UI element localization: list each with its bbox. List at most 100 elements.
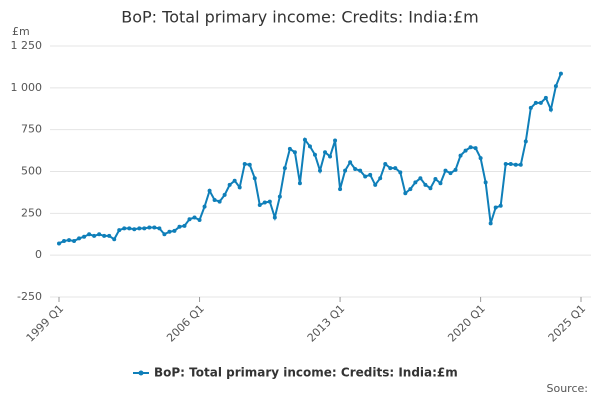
point [267, 199, 272, 204]
point [62, 238, 67, 243]
legend-marker [138, 370, 144, 376]
point [383, 161, 388, 166]
point [513, 162, 518, 167]
point [187, 217, 192, 222]
point [373, 182, 378, 187]
point [202, 204, 207, 209]
point [523, 139, 528, 144]
point [122, 226, 127, 231]
point [162, 232, 167, 237]
point [182, 223, 187, 228]
point [538, 100, 543, 105]
y-tick-label: 0 [35, 248, 42, 261]
x-tick-label: 2025 Q1 [546, 302, 589, 345]
point [217, 199, 222, 204]
point [378, 176, 383, 181]
chart-title: BoP: Total primary income: Credits: Indi… [121, 8, 478, 27]
point [448, 171, 453, 176]
point [453, 167, 458, 172]
point [368, 172, 373, 177]
point [333, 138, 338, 143]
point [413, 180, 418, 185]
point [398, 170, 403, 175]
point [498, 203, 503, 208]
point [277, 194, 282, 199]
point [438, 181, 443, 186]
point [82, 234, 87, 239]
point [87, 232, 92, 237]
point [252, 176, 257, 181]
y-tick-label: 500 [21, 165, 42, 178]
point [247, 162, 252, 167]
y-tick-label: 250 [21, 206, 42, 219]
point [393, 166, 398, 171]
point [338, 187, 343, 192]
legend-label: BoP: Total primary income: Credits: Indi… [154, 366, 458, 380]
point [117, 228, 122, 233]
point [222, 192, 227, 197]
point [292, 150, 297, 155]
point [102, 233, 107, 238]
point [443, 168, 448, 173]
point [192, 215, 197, 220]
point [297, 181, 302, 186]
point [272, 215, 277, 220]
point [157, 226, 162, 231]
point [493, 205, 498, 210]
point [92, 233, 97, 238]
source: Source: [547, 382, 589, 395]
point [458, 153, 463, 158]
point [518, 162, 523, 167]
point [237, 185, 242, 190]
point [543, 95, 548, 100]
point [408, 187, 413, 192]
point [528, 105, 533, 110]
point [227, 182, 232, 187]
point [207, 188, 212, 193]
point [57, 241, 61, 246]
point [468, 145, 473, 150]
point [388, 166, 393, 171]
point [137, 226, 142, 231]
x-tick-label: 1999 Q1 [24, 302, 67, 345]
series-line [58, 73, 562, 245]
point [242, 161, 247, 166]
point [97, 232, 102, 237]
point [112, 237, 117, 242]
point [287, 146, 292, 151]
point [67, 238, 72, 243]
point [483, 180, 488, 185]
point [353, 166, 358, 171]
point [463, 148, 468, 153]
y-tick-label: 1 000 [11, 81, 43, 94]
point [172, 228, 177, 233]
point [358, 168, 363, 173]
x-tick-label: 2013 Q1 [305, 302, 348, 345]
point [257, 202, 262, 207]
point [418, 176, 423, 181]
point [343, 168, 348, 173]
point [328, 154, 333, 159]
y-tick-label: -250 [17, 290, 42, 303]
point [473, 146, 478, 151]
point [433, 177, 438, 182]
point [307, 144, 312, 149]
point [262, 200, 267, 205]
point [533, 100, 538, 105]
point [127, 226, 132, 231]
point [553, 84, 558, 89]
point [558, 71, 563, 76]
x-tick-label: 2006 Q1 [164, 302, 207, 345]
point [503, 161, 508, 166]
point [152, 225, 157, 230]
x-tick-label: 2020 Q1 [445, 302, 488, 345]
point [132, 227, 137, 232]
point [508, 161, 513, 166]
point [177, 224, 182, 229]
y-tick-label: 1 250 [11, 39, 43, 52]
y-tick-label: 750 [21, 123, 42, 136]
point [142, 226, 147, 231]
point [232, 178, 237, 183]
point [423, 182, 428, 187]
